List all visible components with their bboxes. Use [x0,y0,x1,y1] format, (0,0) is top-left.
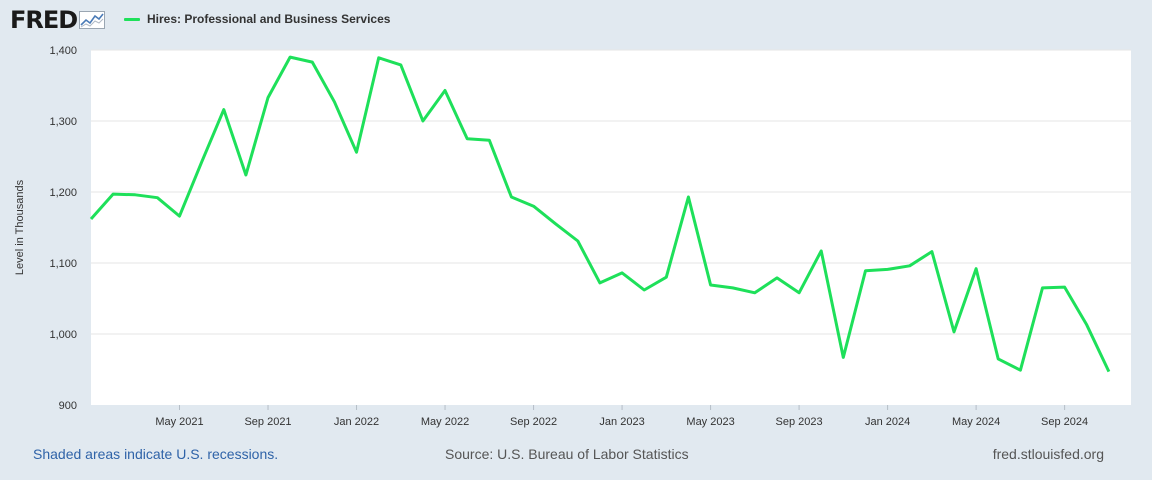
y-tick-label: 1,200 [49,187,77,199]
x-tick-label: May 2021 [155,416,203,428]
x-tick-label: May 2023 [686,416,734,428]
recession-note: Shaded areas indicate U.S. recessions. [33,446,279,462]
x-tick-label: Sep 2024 [1041,416,1088,428]
x-tick-label: Sep 2023 [776,416,823,428]
fred-logo-text: FRED [10,6,78,34]
y-tick-label: 1,400 [49,45,77,57]
x-tick-label: Jan 2024 [865,416,910,428]
grid-lines [91,49,1131,335]
x-tick-label: Jan 2023 [599,416,644,428]
x-tick-label: Jan 2022 [334,416,379,428]
legend-swatch [124,17,140,21]
y-tick-label: 1,100 [49,258,77,270]
y-axis-label: Level in Thousands [14,179,26,275]
x-tick-label: May 2024 [952,416,1000,428]
fred-logo[interactable]: FRED [10,6,106,34]
trend-line-icon [79,11,106,29]
x-tick-label: Sep 2021 [244,416,291,428]
y-tick-label: 1,300 [49,116,77,128]
y-axis: 900 1,000 1,100 1,200 1,300 1,400 [49,45,77,412]
legend-label: Hires: Professional and Business Service… [147,12,391,26]
x-axis: May 2021 Sep 2021 Jan 2022 May 2022 Sep 2022… [155,405,1088,428]
y-tick-label: 1,000 [49,329,77,341]
y-tick-label: 900 [59,400,77,412]
x-tick-label: Sep 2022 [510,416,557,428]
source-note: Source: U.S. Bureau of Labor Statistics [445,446,689,462]
site-link[interactable]: fred.stlouisfed.org [992,446,1104,462]
series-group [89,55,1111,373]
series-line[interactable] [89,55,1111,373]
plot-area [91,50,1131,405]
x-tick-label: May 2022 [421,416,469,428]
chart-legend: Hires: Professional and Business Service… [124,12,390,26]
